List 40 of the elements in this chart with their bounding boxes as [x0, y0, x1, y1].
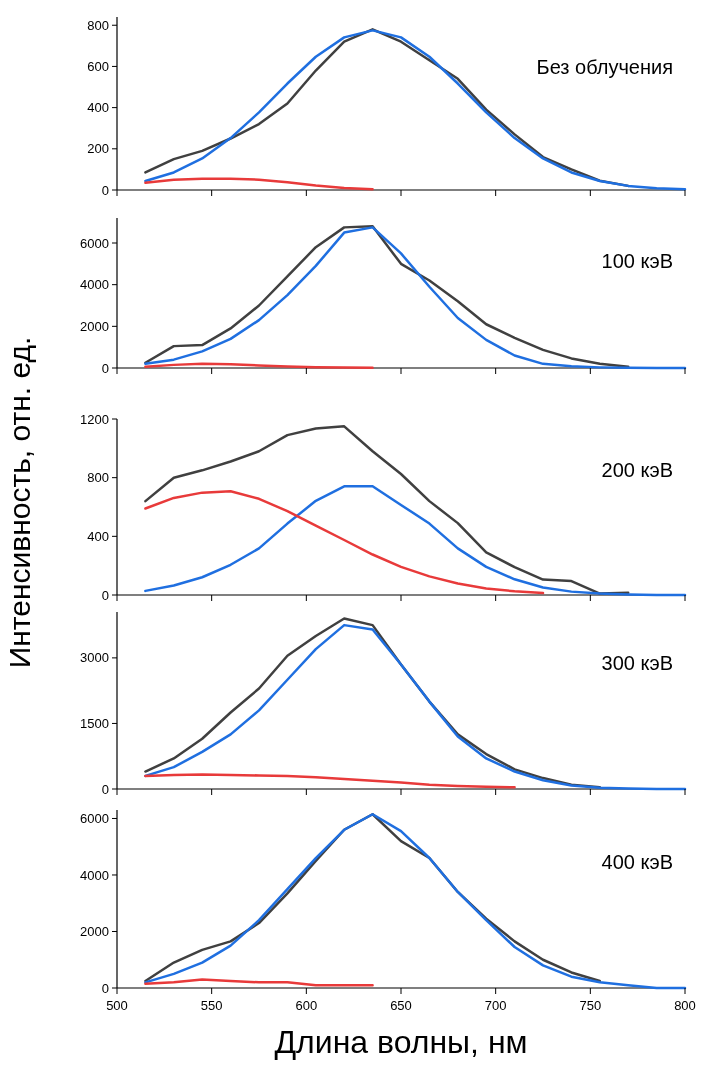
y-tick-label: 0: [101, 360, 109, 376]
y-tick-label: 0: [101, 182, 109, 198]
y-tick-label: 800: [87, 17, 109, 33]
y-tick-label: 0: [101, 980, 109, 996]
x-tick-label: 550: [200, 998, 223, 1013]
x-tick-label: 600: [295, 998, 318, 1013]
y-tick-label: 0: [101, 781, 109, 797]
x-tick-label: 500: [106, 998, 128, 1013]
line-series: [144, 773, 516, 789]
x-tick-label: 750: [579, 998, 602, 1013]
x-tick-label: 650: [390, 998, 412, 1013]
line-series: [144, 490, 545, 595]
y-tick-label: 1500: [80, 715, 109, 731]
annotation: Без облучения: [536, 56, 673, 79]
y-tick-label: 200: [87, 141, 109, 157]
x-tick-label: 800: [674, 998, 696, 1013]
annotation: 300 кэВ: [601, 652, 673, 675]
line-series: [144, 812, 687, 990]
y-tick-label: 6000: [80, 811, 109, 827]
y-tick-label: 6000: [80, 235, 109, 251]
annotation: 200 кэВ: [601, 459, 673, 482]
y-tick-label: 1200: [80, 411, 109, 427]
line-series: [144, 177, 374, 191]
annotation: 400 кэВ: [601, 850, 673, 873]
line-series: [144, 623, 687, 791]
y-tick-label: 4000: [80, 867, 109, 883]
y-axis-title: Интенсивность, отн. ед.: [3, 336, 36, 669]
y-tick-label: 2000: [80, 924, 109, 940]
y-tick-label: 800: [87, 470, 109, 486]
y-tick-label: 400: [87, 100, 109, 116]
y-tick-label: 400: [87, 528, 109, 544]
y-tick-label: 3000: [80, 650, 109, 666]
y-tick-label: 2000: [80, 318, 109, 334]
y-tick-label: 4000: [80, 277, 109, 293]
x-tick-label: 700: [484, 998, 507, 1013]
y-tick-label: 0: [101, 587, 109, 603]
annotation: 100 кэВ: [601, 249, 673, 272]
y-tick-label: 600: [87, 58, 109, 74]
line-series: [144, 485, 687, 597]
x-axis-title: Длина волны, нм: [274, 1024, 528, 1060]
